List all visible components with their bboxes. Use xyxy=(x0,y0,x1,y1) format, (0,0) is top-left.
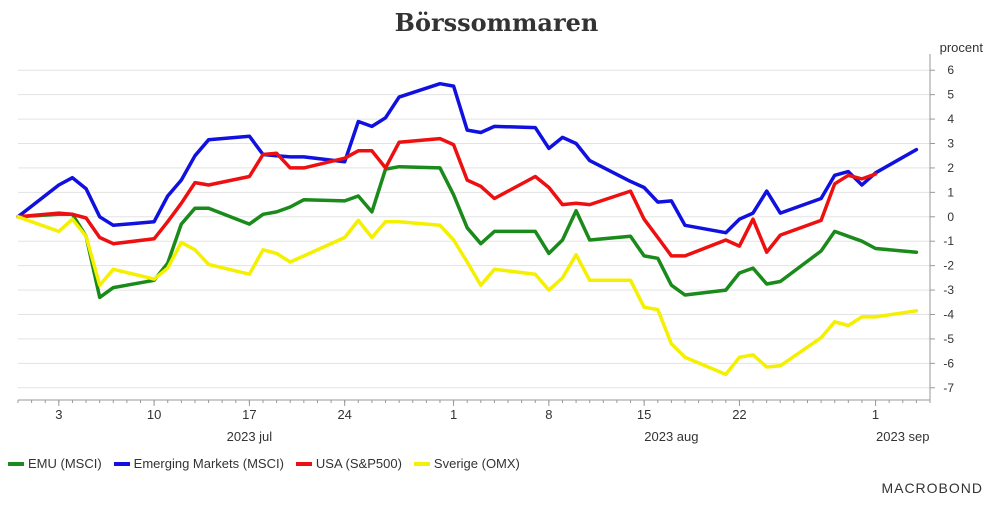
y-tick-label: 3 xyxy=(947,137,954,151)
legend-label: USA (S&P500) xyxy=(315,456,402,471)
y-tick-label: -6 xyxy=(943,356,954,370)
y-tick-label: 6 xyxy=(947,63,954,77)
x-period-label: 2023 aug xyxy=(644,429,698,444)
x-period-label: 2023 sep xyxy=(876,429,930,444)
y-tick-label: -2 xyxy=(943,259,954,273)
x-tick-label: 22 xyxy=(732,407,746,422)
legend-item: Sverige (OMX) xyxy=(413,456,520,471)
x-tick-label: 15 xyxy=(637,407,651,422)
x-tick-label: 8 xyxy=(545,407,552,422)
y-tick-label: 5 xyxy=(947,88,954,102)
chart-title: Börssommaren xyxy=(394,8,599,37)
legend-item: Emerging Markets (MSCI) xyxy=(113,456,284,471)
x-tick-label: 10 xyxy=(147,407,161,422)
series-line-emerging-markets-msci xyxy=(16,81,919,235)
series-line-usa-s-p500 xyxy=(16,136,878,258)
legend-label: Emerging Markets (MSCI) xyxy=(133,456,284,471)
legend-swatch xyxy=(413,461,430,466)
y-tick-label: 2 xyxy=(947,161,954,175)
y-tick-label: 1 xyxy=(947,185,954,199)
legend-swatch xyxy=(8,461,24,466)
x-tick-label: 1 xyxy=(872,407,879,422)
x-tick-label: 3 xyxy=(55,407,62,422)
legend-swatch xyxy=(113,461,130,466)
y-tick-label: -7 xyxy=(943,381,954,395)
legend-label: EMU (MSCI) xyxy=(28,456,102,471)
y-axis-unit-label: procent xyxy=(939,40,983,55)
y-tick-label: 0 xyxy=(947,210,954,224)
x-tick-label: 1 xyxy=(450,407,457,422)
legend-swatch xyxy=(295,461,312,466)
y-tick-label: -1 xyxy=(943,234,954,248)
y-tick-label: -5 xyxy=(943,332,954,346)
y-tick-label: -3 xyxy=(943,283,954,297)
x-tick-label: 24 xyxy=(337,407,351,422)
legend: EMU (MSCI) Emerging Markets (MSCI) USA (S&… xyxy=(8,456,520,471)
y-tick-label: -4 xyxy=(943,308,954,322)
legend-item: EMU (MSCI) xyxy=(8,456,102,471)
legend-item: USA (S&P500) xyxy=(295,456,402,471)
y-tick-label: 4 xyxy=(947,112,954,126)
series-line-sverige-omx xyxy=(16,215,919,377)
x-tick-label: 17 xyxy=(242,407,256,422)
macrobond-logo: MACROBOND xyxy=(881,480,983,496)
x-period-label: 2023 jul xyxy=(227,429,273,444)
legend-label: Sverige (OMX) xyxy=(433,456,520,471)
series-line-emu-msci xyxy=(16,164,919,300)
